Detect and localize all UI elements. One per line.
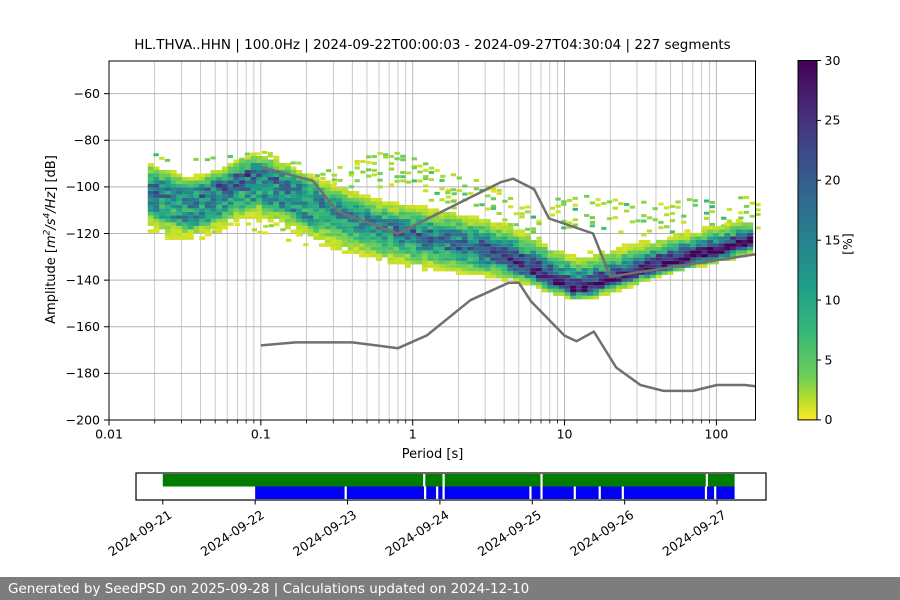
x-tick-label: 0.01 [95, 427, 123, 442]
y-tick-label: −160 [66, 319, 100, 334]
axis-ticks: 0.01 0.1 1 10 100 −60 −80 −100 −120 −140 −160 −180 −… [66, 86, 729, 442]
date-tick-label: 2024-09-25 [475, 507, 544, 559]
axes-frame [108, 60, 756, 421]
colorbar-tick-label: 5 [825, 352, 833, 367]
colorbar-tick-label: 30 [825, 53, 841, 68]
plot-title: HL.THVA..HHN | 100.0Hz | 2024-09-22T00:0… [134, 37, 731, 53]
x-tick-label: 10 [557, 427, 573, 442]
colorbar-tick-label: 15 [825, 233, 841, 248]
x-tick-label: 0.1 [251, 427, 271, 442]
colorbar-tick-label: 20 [825, 173, 841, 188]
colorbar-tick-label: 10 [825, 292, 841, 307]
colorbar-tick-label: 25 [825, 113, 841, 128]
date-tick-label: 2024-09-21 [105, 507, 174, 559]
colorbar: 0 5 10 15 20 25 30 [797, 53, 841, 427]
footer-bar: Generated by SeedPSD on 2025-09-28 | Cal… [0, 577, 900, 600]
colorbar-tick-label: 0 [825, 412, 833, 427]
y-axis-label: Amplitude [m2/s4/Hz] [dB] [42, 155, 59, 324]
date-tick-label: 2024-09-23 [290, 507, 359, 559]
x-axis-label: Period [s] [401, 447, 464, 462]
y-tick-label: −60 [74, 86, 100, 101]
footer-text: Generated by SeedPSD on 2025-09-28 | Cal… [8, 580, 530, 597]
data-coverage-band [162, 474, 735, 487]
y-tick-label: −200 [66, 412, 100, 427]
x-tick-label: 1 [409, 427, 417, 442]
date-tick-label: 2024-09-27 [660, 507, 729, 559]
date-tick-label: 2024-09-26 [567, 507, 636, 559]
y-tick-label: −100 [66, 179, 100, 194]
y-tick-label: −120 [66, 226, 100, 241]
psd-coverage-band [255, 486, 735, 499]
y-tick-label: −180 [66, 366, 100, 381]
y-tick-label: −140 [66, 272, 100, 287]
date-tick-label: 2024-09-24 [382, 507, 451, 559]
date-tick-label: 2024-09-22 [198, 507, 267, 559]
peterson-noise-models [260, 165, 756, 393]
y-tick-label: −80 [74, 133, 100, 148]
x-tick-label: 100 [704, 427, 728, 442]
colorbar-unit-label: [%] [840, 233, 855, 255]
availability-timeline: 2024-09-21 2024-09-22 2024-09-23 2024-09-24… [105, 472, 767, 559]
